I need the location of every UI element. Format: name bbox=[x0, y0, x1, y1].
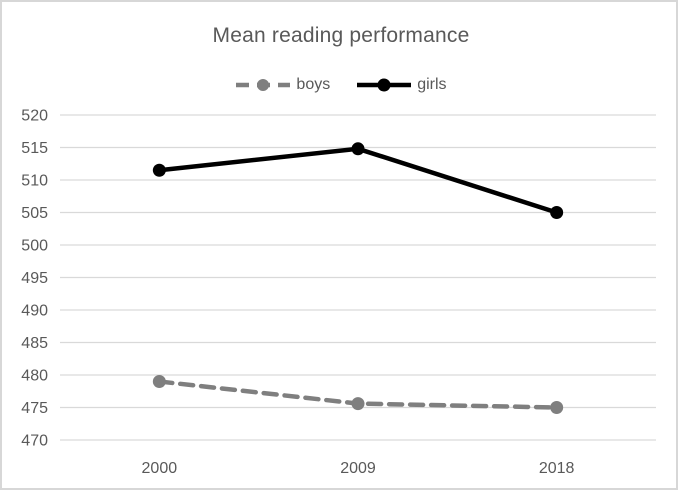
y-tick-label-475: 475 bbox=[21, 400, 48, 417]
legend-swatch-boys-line-icon bbox=[236, 79, 291, 91]
x-tick-label-2000: 2000 bbox=[142, 460, 178, 477]
legend-item-girls: girls bbox=[356, 76, 447, 94]
y-tick-label-480: 480 bbox=[21, 368, 48, 385]
y-tick-label-520: 520 bbox=[21, 108, 48, 125]
legend-item-boys: boys bbox=[235, 76, 330, 94]
legend-label-girls: girls bbox=[417, 76, 447, 93]
data-point-boys-2009 bbox=[351, 397, 365, 411]
y-tick-label-490: 490 bbox=[21, 303, 48, 320]
y-tick-label-510: 510 bbox=[21, 173, 48, 190]
chart-legend: boys girls bbox=[2, 76, 676, 94]
y-tick-label-495: 495 bbox=[21, 270, 48, 287]
x-tick-label-2009: 2009 bbox=[340, 460, 376, 477]
chart-title: Mean reading performance bbox=[212, 24, 470, 47]
y-tick-label-485: 485 bbox=[21, 335, 48, 352]
y-tick-label-470: 470 bbox=[21, 433, 48, 450]
legend-label-boys: boys bbox=[296, 76, 331, 93]
data-point-girls-2018 bbox=[550, 206, 564, 219]
x-tick-label-2018: 2018 bbox=[539, 460, 575, 477]
y-tick-label-500: 500 bbox=[21, 238, 48, 255]
data-point-boys-2018 bbox=[550, 401, 564, 414]
y-tick-label-505: 505 bbox=[21, 205, 48, 222]
data-point-girls-2009 bbox=[351, 142, 365, 156]
data-point-girls-2000 bbox=[152, 163, 166, 177]
legend-swatch-girls-line-icon bbox=[357, 78, 412, 92]
data-point-boys-2000 bbox=[152, 375, 166, 388]
y-tick-label-515: 515 bbox=[21, 140, 48, 157]
